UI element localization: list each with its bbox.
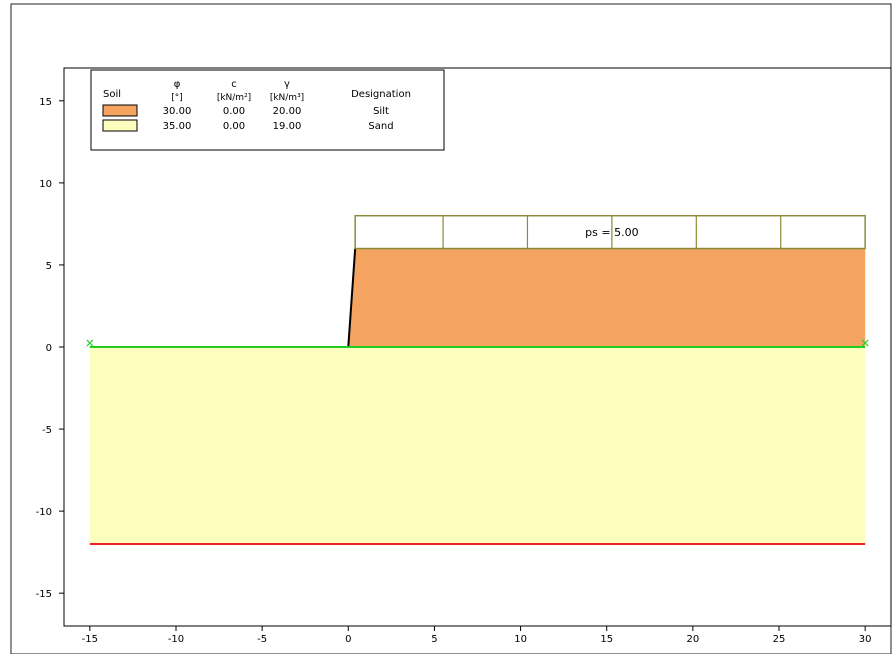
legend-phi-value: 30.00 — [163, 106, 192, 117]
legend-c-value: 0.00 — [223, 106, 245, 117]
legend-header-gamma: γ — [284, 79, 290, 90]
y-tick-label: -10 — [36, 507, 52, 518]
y-tick-label: -15 — [36, 589, 52, 600]
legend-header-designation: Designation — [351, 89, 411, 100]
x-tick-label: 5 — [431, 634, 437, 645]
legend: Soil φ [°] c [kN/m²] γ [kN/m³] Designation 30.00… — [90, 69, 445, 151]
surcharge-label: ps = 5.00 — [585, 226, 638, 239]
x-tick-label: 30 — [859, 634, 872, 645]
wall-line — [347, 248, 357, 348]
x-tick-label: 10 — [514, 634, 527, 645]
x-tick-label: 15 — [600, 634, 613, 645]
legend-header-c: c — [231, 79, 237, 90]
x-tick-label: -5 — [257, 634, 267, 645]
legend-phi-value: 35.00 — [163, 121, 192, 132]
surcharge: ps = 5.00 — [354, 214, 866, 250]
legend-header-soil: Soil — [103, 89, 121, 100]
y-tick-label: 15 — [39, 97, 52, 108]
axes: -15 -10 -5 0 5 10 15 20 25 30 15 10 5 0 -5 -10 -15 — [36, 97, 872, 645]
legend-swatch-silt — [102, 104, 138, 117]
x-tick-label: 20 — [686, 634, 699, 645]
boundary-lines — [86, 248, 869, 545]
ground-point-marker — [861, 339, 869, 347]
y-tick-label: -5 — [42, 425, 52, 436]
y-tick-label: 0 — [46, 343, 52, 354]
x-tick-label: 25 — [773, 634, 786, 645]
x-tick-label: 0 — [345, 634, 351, 645]
legend-gamma-value: 19.00 — [273, 121, 302, 132]
legend-swatch-sand — [102, 119, 138, 132]
legend-header-phi: φ — [174, 79, 181, 90]
legend-header-c-unit: [kN/m²] — [217, 93, 251, 103]
legend-box — [90, 69, 445, 151]
soil-region-silt — [348, 248, 866, 347]
legend-c-value: 0.00 — [223, 121, 245, 132]
legend-header-gamma-unit: [kN/m³] — [270, 93, 304, 103]
soil-regions — [89, 248, 866, 544]
y-tick-label: 10 — [39, 179, 52, 190]
x-tick-label: -10 — [168, 634, 184, 645]
legend-gamma-value: 20.00 — [273, 106, 302, 117]
legend-designation-value: Silt — [373, 106, 389, 117]
ground-point-marker — [86, 339, 94, 347]
legend-header-phi-unit: [°] — [171, 93, 183, 103]
y-tick-label: 5 — [46, 261, 52, 272]
soil-region-sand — [89, 347, 866, 544]
x-tick-label: -15 — [82, 634, 98, 645]
legend-designation-value: Sand — [368, 121, 393, 132]
